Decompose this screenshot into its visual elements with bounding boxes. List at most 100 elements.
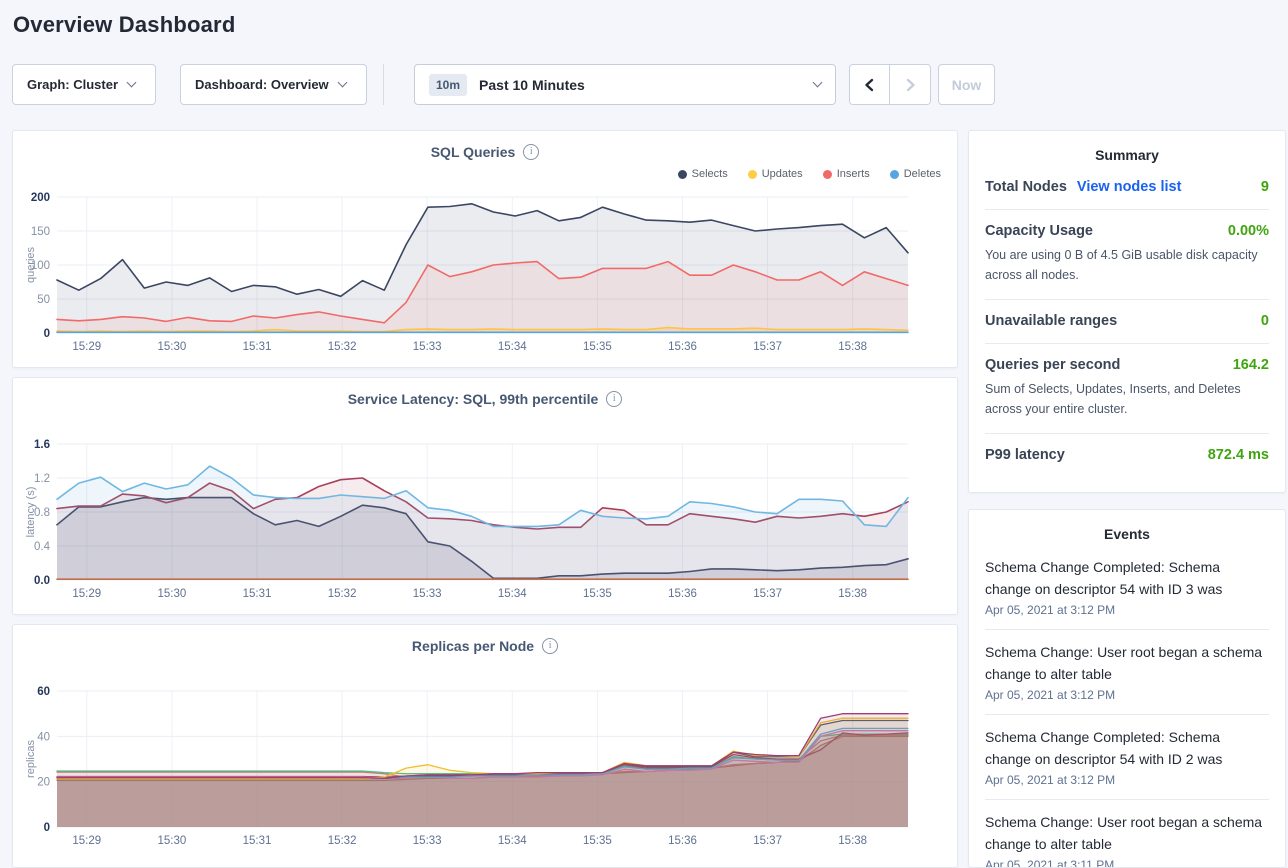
summary-title: Summary: [1095, 147, 1159, 163]
time-range-badge: 10m: [429, 73, 468, 96]
service-latency-title: Service Latency: SQL, 99th percentile: [347, 391, 599, 407]
event-timestamp: Apr 05, 2021 at 3:11 PM: [985, 858, 1115, 868]
svg-text:15:29: 15:29: [72, 588, 101, 600]
svg-text:0.8: 0.8: [34, 507, 50, 519]
svg-text:15:33: 15:33: [413, 588, 442, 600]
svg-text:15:38: 15:38: [838, 835, 867, 847]
svg-text:0: 0: [44, 822, 50, 834]
total-nodes-label: Total Nodes: [985, 179, 1067, 195]
svg-text:0.0: 0.0: [34, 575, 50, 587]
info-icon[interactable]: i: [542, 638, 559, 654]
qps-caption: Sum of Selects, Updates, Inserts, and De…: [985, 382, 1241, 416]
time-step-buttons: [849, 64, 931, 105]
dashboard-dropdown[interactable]: Dashboard: Overview: [180, 64, 367, 105]
p99-latency-label: P99 latency: [985, 447, 1065, 463]
svg-text:15:38: 15:38: [838, 341, 867, 353]
view-nodes-list-link[interactable]: View nodes list: [1076, 179, 1182, 195]
event-text: Schema Change Completed: Schema change o…: [985, 729, 1223, 767]
svg-text:15:30: 15:30: [157, 588, 186, 600]
svg-text:0: 0: [44, 328, 50, 340]
replicas-per-node-panel: Replicas per Node i 15:29 15:30 15:31 15:32…: [12, 624, 958, 868]
event-item: Schema Change Completed: Schema change o…: [985, 715, 1269, 800]
replicas-per-node-chart[interactable]: 15:29 15:30 15:31 15:32 15:33 15:34 15:35 15:36…: [14, 677, 958, 857]
sql-legend: Selects Updates Inserts Deletes: [677, 168, 941, 180]
svg-text:15:32: 15:32: [328, 341, 357, 353]
replicas-y-axis-unit: replicas: [25, 740, 37, 778]
replicas-per-node-title: Replicas per Node: [411, 638, 535, 654]
svg-text:15:34: 15:34: [498, 588, 527, 600]
svg-text:15:34: 15:34: [498, 341, 527, 353]
svg-text:15:33: 15:33: [413, 835, 442, 847]
svg-text:15:30: 15:30: [157, 341, 186, 353]
event-timestamp: Apr 05, 2021 at 3:12 PM: [985, 688, 1116, 702]
service-latency-chart[interactable]: 15:29 15:30 15:31 15:32 15:33 15:34 15:35 15:36…: [14, 430, 958, 610]
summary-row-unavailable: Unavailable ranges 0: [985, 300, 1269, 343]
svg-text:15:35: 15:35: [583, 835, 612, 847]
svg-text:0.4: 0.4: [34, 541, 51, 553]
event-timestamp: Apr 05, 2021 at 3:12 PM: [985, 603, 1116, 617]
time-prev-button[interactable]: [850, 65, 890, 104]
svg-text:15:29: 15:29: [72, 835, 101, 847]
summary-row-p99: P99 latency 872.4 ms: [985, 434, 1269, 477]
sql-queries-chart[interactable]: 15:29 15:30 15:31 15:32 15:33 15:34 15:35 15:36…: [14, 183, 958, 363]
toolbar: Graph: Cluster Dashboard: Overview 10m P…: [0, 64, 1288, 106]
legend-dot: [747, 169, 757, 179]
svg-text:15:38: 15:38: [838, 588, 867, 600]
svg-text:15:31: 15:31: [243, 588, 272, 600]
info-icon[interactable]: i: [523, 144, 540, 160]
svg-text:15:30: 15:30: [157, 835, 186, 847]
event-text: Schema Change Completed: Schema change o…: [985, 559, 1223, 597]
total-nodes-value: 9: [1260, 179, 1269, 195]
chevron-down-icon: [812, 77, 823, 88]
svg-text:15:36: 15:36: [668, 588, 697, 600]
svg-text:15:34: 15:34: [498, 835, 527, 847]
svg-text:15:32: 15:32: [328, 588, 357, 600]
chevron-left-icon: [865, 78, 874, 91]
divider: [985, 209, 1269, 210]
svg-text:150: 150: [31, 226, 50, 238]
svg-text:20: 20: [37, 777, 50, 789]
charts-column: SQL Queries i Selects Updates Inserts Delet…: [12, 130, 958, 868]
capacity-label: Capacity Usage: [985, 223, 1093, 239]
svg-text:15:32: 15:32: [328, 835, 357, 847]
time-range-label: Past 10 Minutes: [479, 76, 585, 93]
graph-dropdown-label: Graph: Cluster: [27, 77, 119, 92]
svg-text:15:36: 15:36: [668, 835, 697, 847]
qps-value: 164.2: [1232, 357, 1269, 373]
svg-text:15:31: 15:31: [243, 835, 272, 847]
event-item: Schema Change: User root began a schema …: [985, 630, 1269, 715]
event-text: Schema Change: User root began a schema …: [985, 814, 1263, 852]
svg-text:40: 40: [37, 731, 50, 743]
time-next-button[interactable]: [890, 65, 930, 104]
divider: [985, 433, 1269, 434]
latency-y-axis-unit: latency (s): [25, 486, 37, 538]
events-panel: Events Schema Change Completed: Schema c…: [968, 509, 1286, 868]
legend-dot: [822, 169, 832, 179]
svg-text:15:36: 15:36: [668, 341, 697, 353]
chevron-down-icon: [126, 77, 137, 88]
legend-item-deletes: Deletes: [889, 168, 941, 180]
service-latency-panel: Service Latency: SQL, 99th percentile i …: [12, 377, 958, 615]
divider: [985, 299, 1269, 300]
chevron-right-icon: [906, 78, 915, 91]
now-button[interactable]: Now: [938, 64, 995, 105]
summary-row-capacity: Capacity Usage 0.00% You are using 0 B o…: [985, 210, 1269, 299]
events-title: Events: [1104, 526, 1150, 542]
svg-text:1.6: 1.6: [34, 439, 50, 451]
event-item: Schema Change: User root began a schema …: [985, 800, 1269, 868]
graph-dropdown[interactable]: Graph: Cluster: [12, 64, 156, 105]
unavailable-ranges-label: Unavailable ranges: [985, 313, 1118, 329]
legend-dot: [677, 169, 687, 179]
svg-text:15:37: 15:37: [753, 341, 782, 353]
sql-y-axis-unit: queries: [25, 246, 37, 284]
svg-text:50: 50: [37, 294, 50, 306]
summary-row-total-nodes: Total Nodes View nodes list 9: [985, 166, 1269, 209]
sidebar: Summary Total Nodes View nodes list 9 Ca…: [968, 130, 1286, 868]
event-item: Schema Change Completed: Schema change o…: [985, 545, 1269, 630]
info-icon[interactable]: i: [606, 391, 623, 407]
time-range-selector[interactable]: 10m Past 10 Minutes: [414, 64, 836, 105]
dashboard-dropdown-label: Dashboard: Overview: [195, 77, 329, 92]
svg-text:15:35: 15:35: [583, 341, 612, 353]
capacity-value: 0.00%: [1227, 223, 1269, 239]
svg-text:15:35: 15:35: [583, 588, 612, 600]
